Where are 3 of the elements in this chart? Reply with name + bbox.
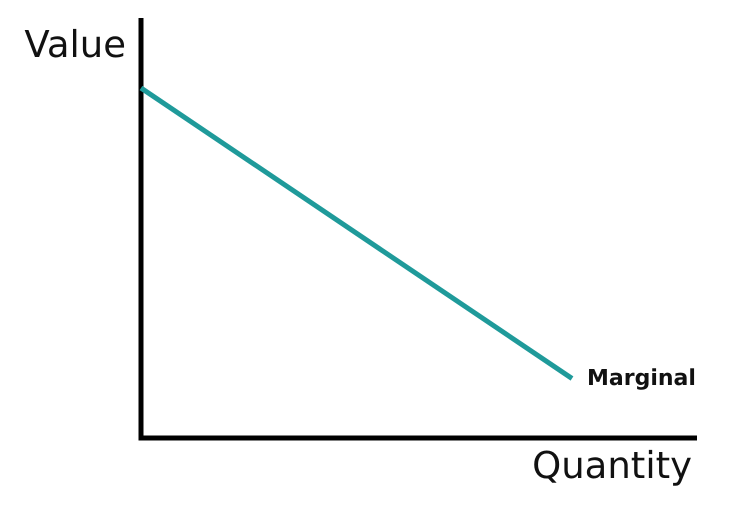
x-axis-title: Quantity xyxy=(532,444,692,487)
series-label: Marginal xyxy=(587,366,696,392)
y-axis-title: Value xyxy=(24,23,126,66)
